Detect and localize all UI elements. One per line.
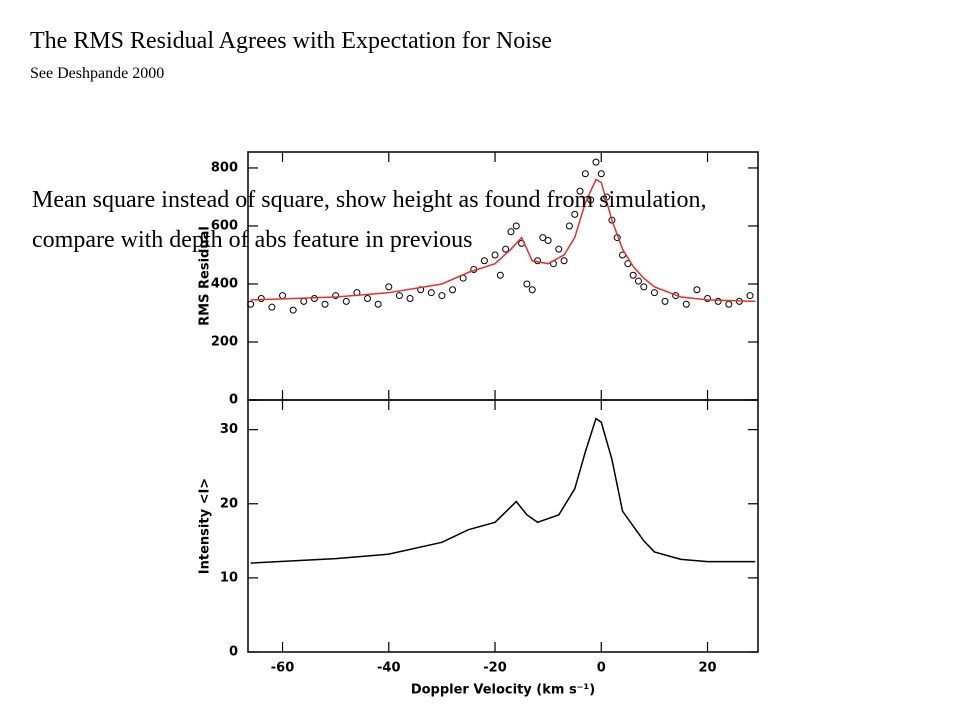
data-point [342,297,350,305]
data-point [502,245,510,253]
x-tick-label: 0 [597,661,606,676]
data-point [661,297,669,305]
y-axis-label: RMS Residual [198,226,213,326]
data-point [332,292,340,300]
plot-frame [247,399,759,653]
data-point [449,286,457,294]
data-point [704,294,712,302]
data-point [406,294,414,302]
y-tick-label: 0 [229,393,238,408]
data-line [250,417,756,564]
data-point [650,289,658,297]
data-point [480,257,488,265]
data-point [374,300,382,308]
y-tick-label: 20 [220,496,238,511]
data-point [247,300,255,308]
data-point [560,257,568,265]
y-tick-label: 800 [211,160,238,175]
data-point [714,297,722,305]
data-point [300,297,308,305]
data-point [512,222,520,230]
x-axis-label: Doppler Velocity (km s⁻¹) [411,683,595,698]
data-point [364,294,372,302]
data-point [279,292,287,300]
data-line [250,178,756,303]
y-tick-label: 200 [211,334,238,349]
slide-title: The RMS Residual Agrees with Expectation… [30,28,552,54]
y-tick-label: 600 [211,218,238,233]
data-point [321,300,329,308]
data-point [385,283,393,291]
data-point [268,303,276,311]
y-tick-label: 10 [220,570,238,585]
data-point [539,234,547,242]
data-point [587,196,595,204]
data-point [257,294,265,302]
data-point [496,271,504,279]
data-point [725,300,733,308]
data-point [491,251,499,259]
data-point [528,286,536,294]
data-point [507,228,515,236]
x-tick-label: -20 [483,661,507,676]
data-point [746,292,754,300]
data-point [555,245,563,253]
data-point [608,216,616,224]
x-tick-label: 20 [698,661,716,676]
data-point [565,222,573,230]
x-tick-label: -40 [377,661,401,676]
data-point [634,277,642,285]
data-point [693,286,701,294]
data-point [629,271,637,279]
data-point [597,170,605,178]
slide-subtitle: See Deshpande 2000 [30,65,165,82]
data-point [576,187,584,195]
data-point [523,280,531,288]
y-tick-label: 400 [211,276,238,291]
y-tick-label: 0 [229,645,238,660]
annotation: Mean square instead of square, show heig… [32,187,707,253]
data-point [427,289,435,297]
data-point [289,306,297,314]
data-point [682,300,690,308]
data-point [395,292,403,300]
data-point [571,210,579,218]
data-point [438,292,446,300]
data-point [640,283,648,291]
data-point [592,158,600,166]
x-tick-label: -60 [271,661,295,676]
y-axis-label: Intensity <I> [198,478,213,574]
y-tick-label: 30 [220,422,238,437]
data-point [581,170,589,178]
data-point [544,236,552,244]
